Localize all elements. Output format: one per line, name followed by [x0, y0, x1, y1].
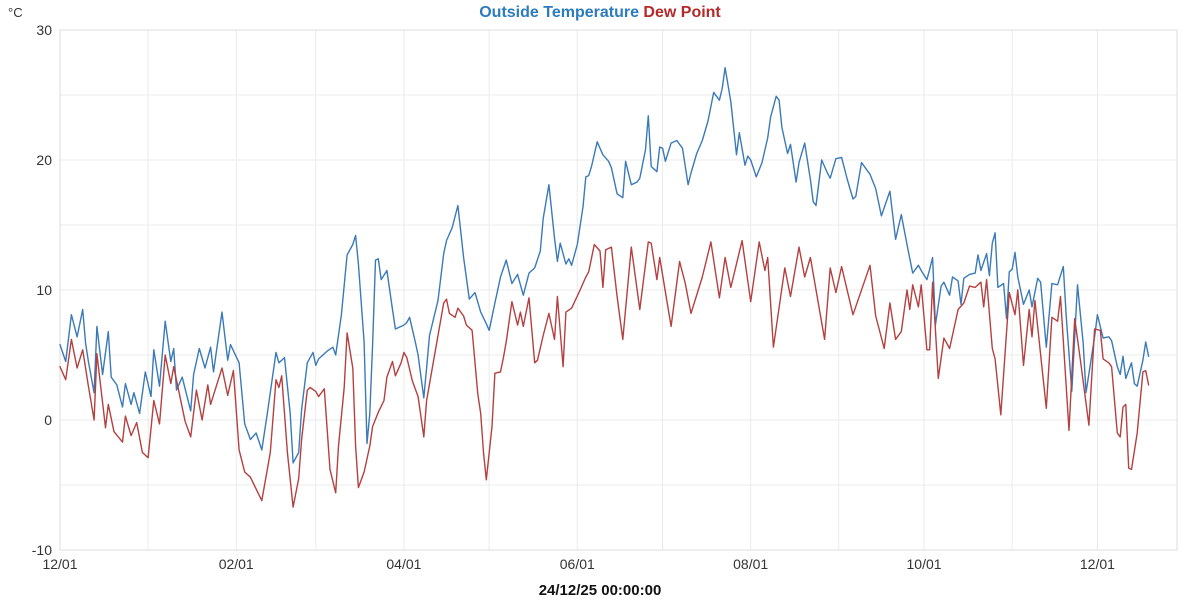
cursor-timestamp: 24/12/25 00:00:00 [538, 582, 662, 599]
temperature-line [59, 66, 1150, 464]
y-tick-label: -10 [32, 542, 52, 558]
y-tick-label: 0 [44, 412, 52, 428]
legend-dew-point: Dew Point [643, 4, 721, 21]
dew-point-line [59, 239, 1150, 508]
y-tick-label: 10 [36, 282, 52, 298]
plot-border [59, 29, 1178, 551]
x-tick-label: 08/01 [733, 556, 768, 572]
legend-outside-temperature: Outside Temperature [479, 4, 639, 21]
y-axis-unit-label: °C [8, 5, 23, 20]
x-tick-label: 12/01 [1080, 556, 1115, 572]
x-tick-label: 06/01 [560, 556, 595, 572]
y-tick-label: 30 [36, 22, 52, 38]
chart-title: Outside Temperature Dew Point [0, 4, 1200, 22]
x-tick-label: 02/01 [219, 556, 254, 572]
x-tick-label: 10/01 [907, 556, 942, 572]
x-tick-label: 04/01 [386, 556, 421, 572]
y-tick-label: 20 [36, 152, 52, 168]
x-tick-label: 12/01 [42, 556, 77, 572]
